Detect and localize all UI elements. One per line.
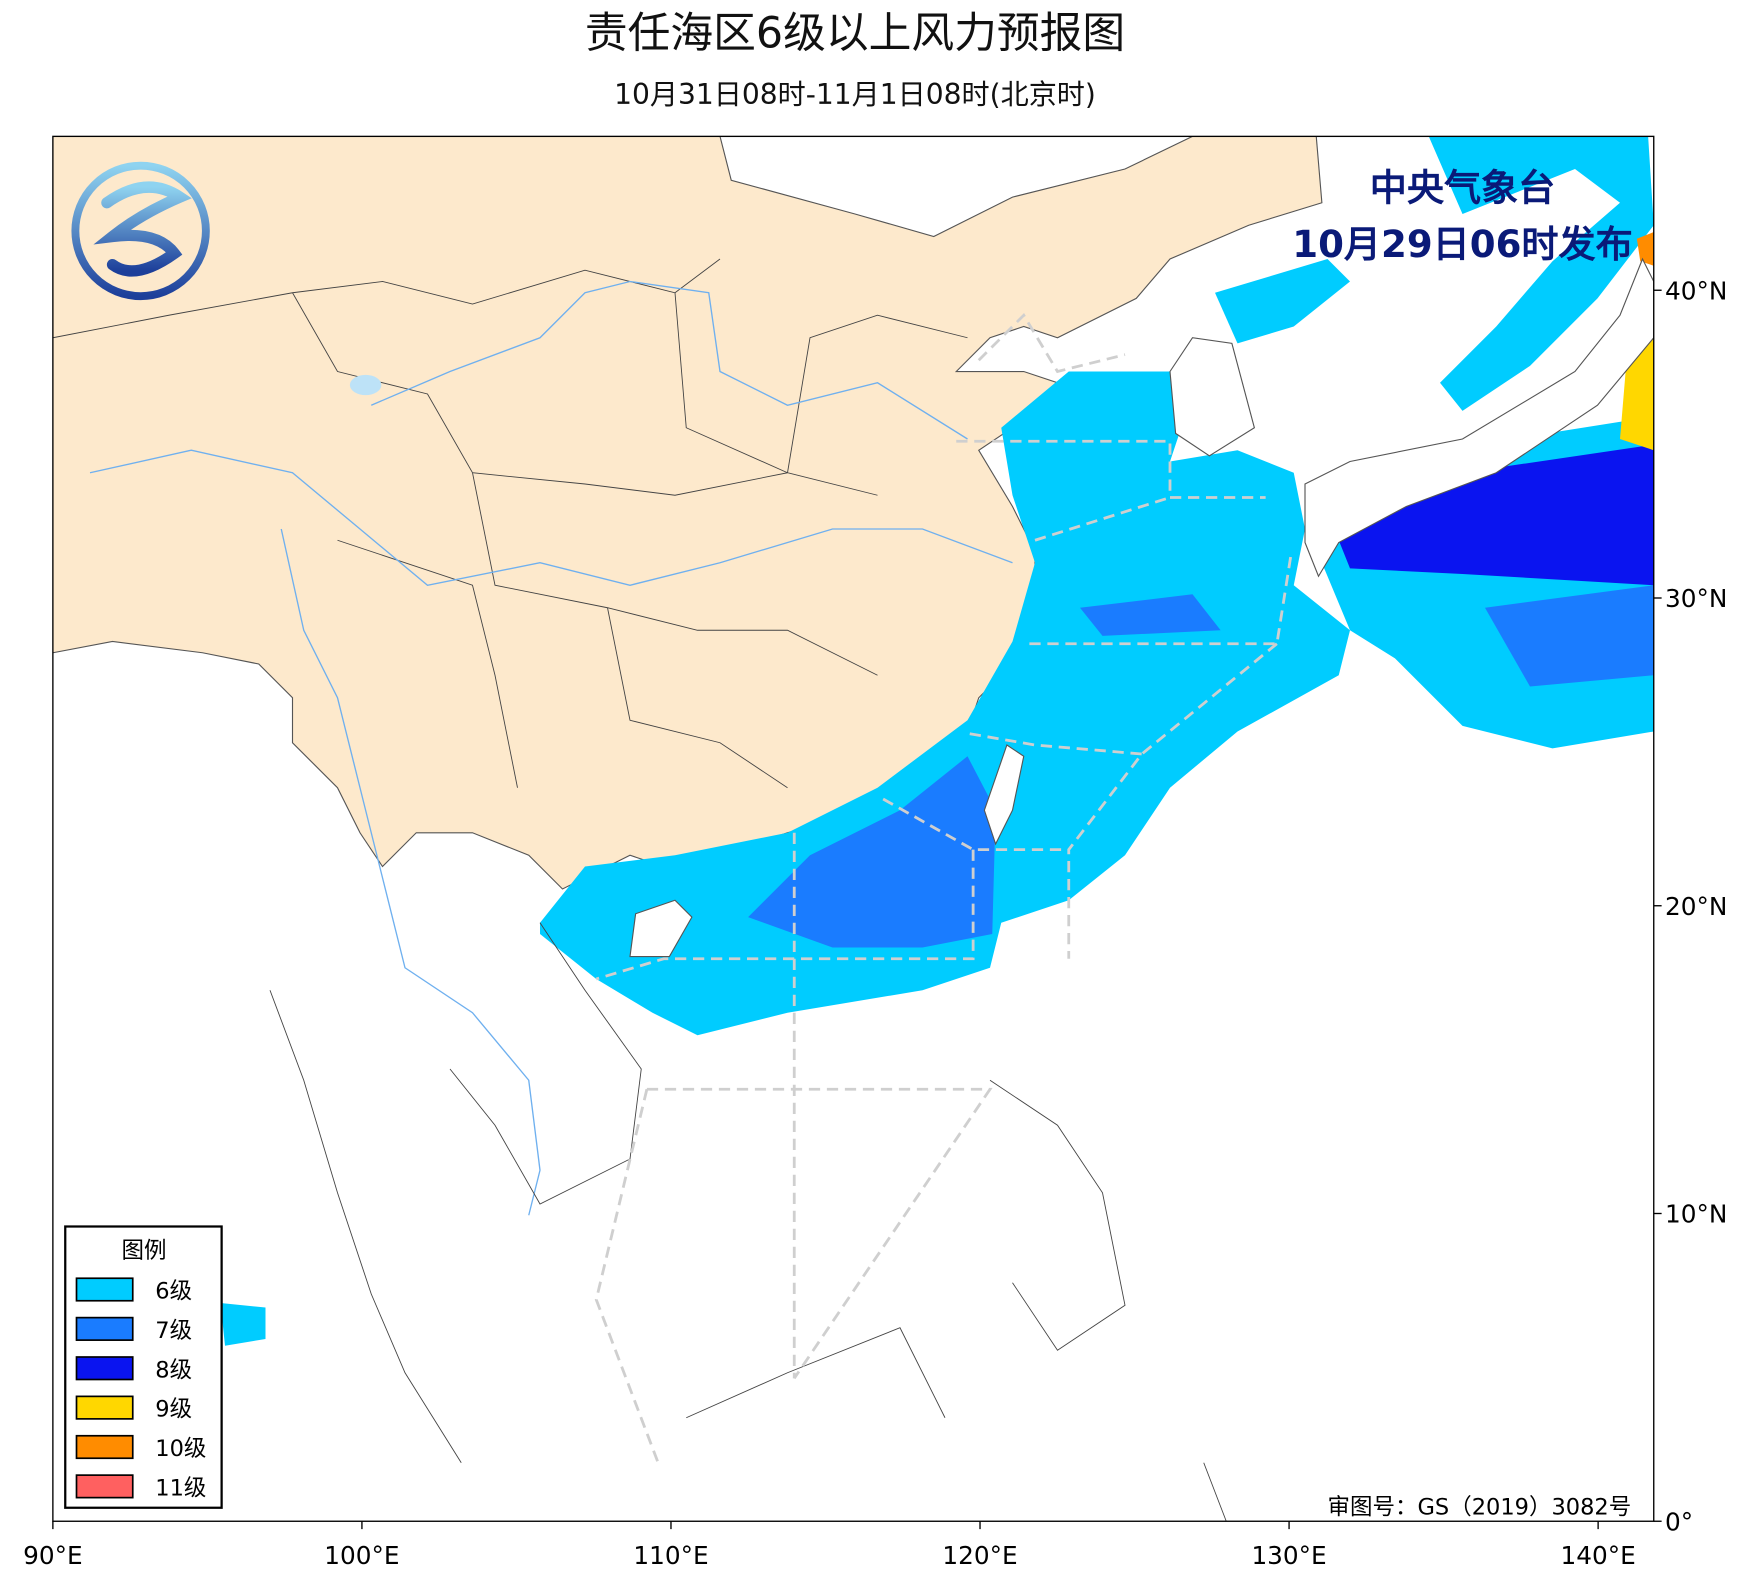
legend-label: 6级 — [155, 1279, 192, 1305]
wind-area — [220, 1303, 266, 1346]
wind-area — [1636, 232, 1654, 266]
axis-ticks: 90°E 100°E 110°E 120°E 130°E 140°E 0° 10°N 20°N 3… — [23, 276, 1727, 1570]
map-title: 责任海区6级以上风力预报图 — [585, 9, 1125, 59]
y-tick-label: 30°N — [1665, 584, 1727, 613]
land-japan — [1304, 257, 1654, 578]
x-tick-label: 90°E — [23, 1541, 83, 1570]
land-hainan — [629, 899, 693, 958]
y-tick-label: 40°N — [1665, 276, 1727, 305]
map-subtitle: 10月31日08时-11月1日08时(北京时) — [614, 78, 1096, 111]
y-tick-label: 20°N — [1665, 892, 1727, 921]
southeast-asia — [52, 652, 1227, 1522]
legend-label: 9级 — [155, 1397, 192, 1423]
legend-swatch — [75, 1474, 134, 1499]
legend-label: 10级 — [155, 1436, 206, 1462]
wind-area — [540, 371, 1350, 1036]
x-tick-label: 110°E — [633, 1541, 708, 1570]
wind-area — [1215, 259, 1350, 344]
wind-area — [1327, 444, 1654, 586]
legend-swatch — [75, 1277, 134, 1302]
x-tick-label: 140°E — [1560, 1541, 1635, 1570]
x-tick-label: 100°E — [324, 1541, 399, 1570]
legend-label: 8级 — [155, 1357, 192, 1383]
wind-area — [1428, 136, 1654, 411]
wind-area — [748, 756, 996, 948]
issuer-agency: 中央气象台 — [1370, 167, 1556, 210]
x-tick-label: 130°E — [1251, 1541, 1326, 1570]
approval-number: 审图号：GS（2019）3082号 — [1328, 1495, 1632, 1521]
legend: 图例 6级 7级 8级 9级 10级 11级 — [64, 1225, 223, 1509]
legend-swatch — [75, 1434, 134, 1460]
sea-zone-boundary — [594, 312, 1293, 1464]
y-tick-label: 10°N — [1665, 1200, 1727, 1229]
wind-area — [1080, 594, 1221, 636]
logo — [71, 161, 210, 301]
y-tick-label: 0° — [1665, 1507, 1693, 1536]
legend-swatch — [75, 1395, 134, 1420]
x-tick-label: 120°E — [942, 1541, 1017, 1570]
land-korea — [1169, 337, 1256, 457]
wind-area — [1620, 337, 1654, 451]
map-frame — [52, 135, 1655, 1522]
lake — [349, 374, 382, 396]
legend-swatch — [75, 1356, 134, 1381]
legend-label: 7级 — [155, 1318, 192, 1344]
legend-label: 11级 — [155, 1475, 206, 1501]
land-taiwan — [983, 744, 1025, 846]
legend-items: 6级 7级 8级 9级 10级 11级 — [75, 1277, 206, 1501]
rivers — [89, 280, 1013, 1216]
province-borders — [52, 258, 968, 789]
issue-time: 10月29日06时发布 — [1292, 223, 1632, 266]
map-body — [52, 136, 1654, 1522]
legend-title: 图例 — [121, 1238, 166, 1264]
legend-swatch — [75, 1316, 134, 1341]
wind-area — [1485, 585, 1654, 687]
